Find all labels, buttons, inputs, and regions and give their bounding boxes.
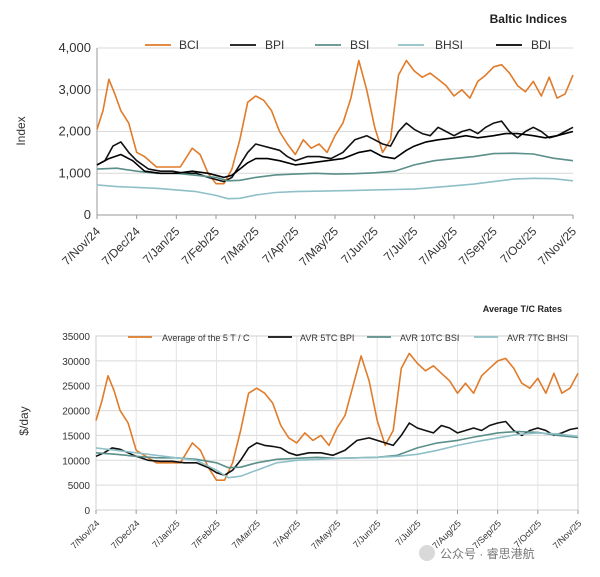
x-tick-label: 7/Jun/25 <box>338 224 381 267</box>
y-tick-label: 25000 <box>62 382 90 393</box>
x-tick-label: 7/Jul/25 <box>381 224 421 264</box>
chart2-x-ticks: 7/Nov/24 7/Dec/24 7/Jan/25 7/Feb/25 7/Mar/25… <box>69 510 584 552</box>
x-tick-label: 7/Apr/25 <box>271 518 302 549</box>
x-tick-label: 7/Dec/24 <box>99 224 143 268</box>
x-tick-label: 7/Jan/25 <box>150 518 181 549</box>
y-tick-label: 4,000 <box>58 40 91 55</box>
series-line-bdi <box>96 130 574 179</box>
y-tick-label: 10000 <box>62 456 90 467</box>
chart1-y-ticks: 0 1,000 2,000 3,000 4,000 <box>58 40 91 222</box>
y-tick-label: 2,000 <box>58 124 91 139</box>
watermark-text: 公众号 · 睿思港航 <box>440 546 535 561</box>
x-tick-label: 7/Apr/25 <box>259 224 301 266</box>
chart2-gridlines <box>95 335 579 511</box>
series-line-bci <box>96 59 574 185</box>
legend-label: BCI <box>179 38 199 52</box>
x-tick-label: 7/Nov/25 <box>551 518 584 551</box>
chart2-y-label: $/day <box>17 406 31 435</box>
x-tick-label: 7/May/25 <box>296 224 341 269</box>
x-tick-label: 7/Sep/25 <box>456 224 500 268</box>
legend-label: AVR 5TC BPI <box>300 333 354 343</box>
x-tick-label: 7/Jun/25 <box>351 518 382 549</box>
y-tick-label: 35000 <box>62 332 90 343</box>
x-tick-label: 7/May/25 <box>309 518 342 551</box>
y-tick-label: 0 <box>84 207 91 222</box>
x-tick-label: 7/Mar/25 <box>218 224 262 268</box>
y-tick-label: 5000 <box>68 481 91 492</box>
legend-label: BHSI <box>435 38 463 52</box>
x-tick-label: 7/Oct/25 <box>497 224 539 266</box>
x-tick-label: 7/Nov/24 <box>59 224 103 268</box>
legend-label: BDI <box>531 38 551 52</box>
y-tick-label: 15000 <box>62 431 90 442</box>
x-tick-label: 7/Jan/25 <box>140 224 183 267</box>
series-line-avr-5tc-bpi <box>95 420 579 477</box>
x-tick-label: 7/Nov/25 <box>535 224 579 268</box>
x-tick-label: 7/Feb/25 <box>190 518 222 550</box>
x-tick-label: 7/Nov/24 <box>69 518 102 551</box>
chart2-y-ticks: 0 5000 10000 15000 20000 25000 30000 35000 <box>62 332 90 517</box>
chart2-legend: Average of the 5 T / C AVR 5TC BPI AVR 10T… <box>128 333 568 343</box>
y-tick-label: 30000 <box>62 357 90 368</box>
watermark: 公众号 · 睿思港航 <box>419 545 535 561</box>
x-tick-label: 7/Jul/25 <box>393 518 422 547</box>
x-tick-label: 7/Oct/25 <box>512 518 543 549</box>
y-tick-label: 0 <box>84 506 90 517</box>
chart1-title: Baltic Indices <box>490 12 568 26</box>
y-tick-label: 3,000 <box>58 82 91 97</box>
wechat-icon <box>419 545 435 561</box>
legend-label: Average of the 5 T / C <box>162 333 250 343</box>
x-tick-label: 7/Dec/24 <box>109 518 142 551</box>
series-line-bhsi <box>96 177 574 200</box>
chart1-x-ticks: 7/Nov/247/Dec/247/Jan/257/Feb/257/Mar/25… <box>59 215 579 269</box>
x-tick-label: 7/Aug/25 <box>430 518 463 551</box>
y-tick-label: 20000 <box>62 407 90 418</box>
legend-label: AVR 7TC BHSI <box>507 333 568 343</box>
x-tick-label: 7/Mar/25 <box>230 518 262 550</box>
y-tick-label: 1,000 <box>58 165 91 180</box>
legend-label: AVR 10TC BSI <box>400 333 459 343</box>
chart2-title: Average T/C Rates <box>483 304 562 314</box>
x-tick-label: 7/Feb/25 <box>179 224 223 268</box>
chart1-y-label: Index <box>14 116 28 145</box>
series-line-avr-7tc-bhsi <box>95 432 579 479</box>
chart1-series <box>96 59 574 200</box>
chart2-series <box>95 352 579 482</box>
legend-label: BPI <box>265 38 284 52</box>
x-tick-label: 7/Sep/25 <box>471 518 504 551</box>
chart1-legend: BCI BPI BSI BHSI BDI <box>145 38 551 52</box>
x-tick-label: 7/Aug/25 <box>416 224 460 268</box>
legend-label: BSI <box>350 38 369 52</box>
